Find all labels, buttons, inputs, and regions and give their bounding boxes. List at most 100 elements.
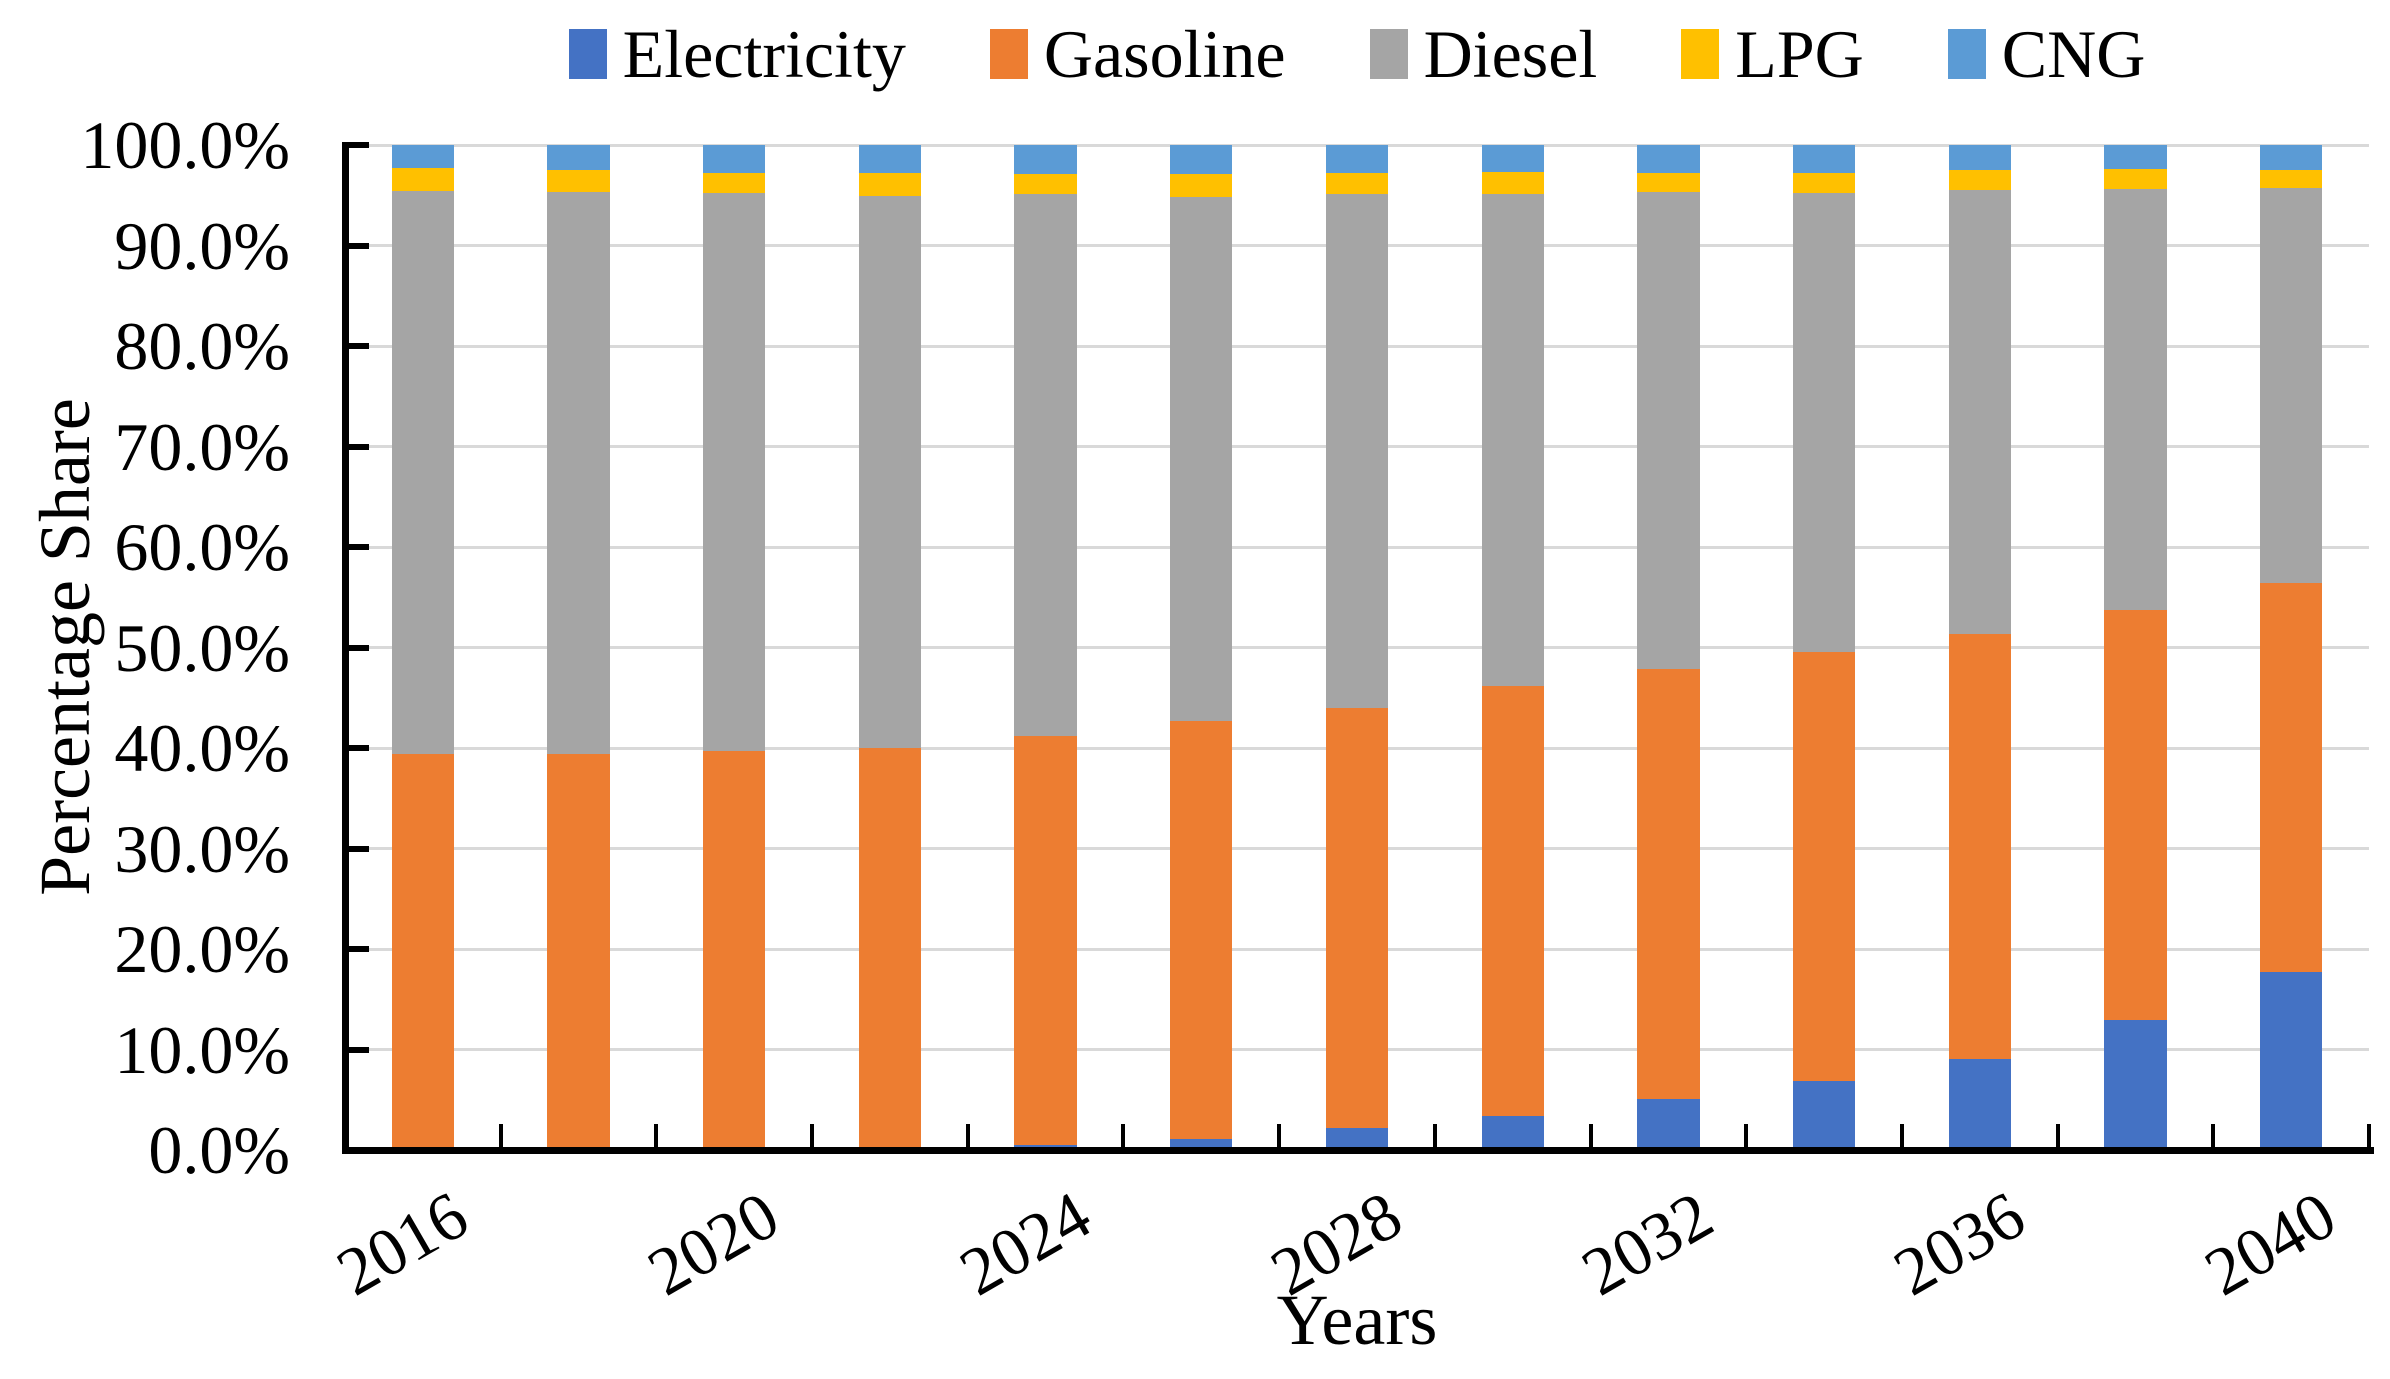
bar-segment-lpg-2018: [547, 170, 610, 193]
plot-area: [343, 142, 2371, 1153]
y-axis-tick: [345, 443, 369, 450]
bar-segment-cng-2034: [1792, 145, 1856, 174]
bar-segment-cng-2026: [1170, 145, 1233, 175]
y-tick-label: 0.0%: [148, 1112, 290, 1188]
y-tick-label: 30.0%: [114, 810, 290, 887]
bar-segment-gasoline-2036: [1948, 634, 2011, 1059]
legend-label: Diesel: [1423, 16, 1598, 92]
bar-segment-lpg-2022: [858, 173, 922, 197]
x-axis-tick: [810, 1124, 815, 1150]
bar-segment-cng-2030: [1481, 145, 1544, 173]
bar-segment-diesel-2016: [391, 191, 454, 755]
y-axis-tick: [345, 242, 369, 249]
bar-segment-gasoline-2016: [391, 754, 454, 1150]
legend-label: Gasoline: [1043, 16, 1286, 92]
bar-segment-diesel-2024: [1014, 194, 1077, 736]
legend-swatch-diesel-icon: [1369, 29, 1408, 79]
bar-segment-electricity-2038: [2104, 1020, 2167, 1150]
bar-segment-electricity-2030: [1481, 1115, 1544, 1150]
bar-segment-lpg-2024: [1014, 174, 1077, 195]
x-axis-tick: [2211, 1124, 2216, 1150]
bar-2032: [1637, 145, 1700, 1150]
legend-swatch-lpg-icon: [1681, 29, 1720, 79]
y-axis-tick: [345, 644, 369, 651]
x-axis-tick: [498, 1124, 503, 1150]
bar-segment-lpg-2032: [1637, 173, 1700, 193]
bar-segment-lpg-2016: [391, 168, 454, 192]
bar-segment-gasoline-2030: [1481, 685, 1544, 1116]
bar-segment-lpg-2034: [1792, 173, 1856, 194]
bar-2018: [547, 145, 610, 1150]
bar-segment-lpg-2026: [1170, 174, 1233, 198]
bar-2026: [1170, 145, 1233, 1150]
y-tick-label: 20.0%: [114, 911, 290, 987]
bar-segment-electricity-2026: [1170, 1138, 1233, 1150]
bar-segment-cng-2022: [858, 145, 922, 174]
x-axis-tick: [2367, 1124, 2371, 1150]
bar-segment-lpg-2030: [1481, 172, 1544, 195]
bar-segment-electricity-2032: [1637, 1098, 1700, 1150]
bar-2028: [1325, 145, 1389, 1150]
legend-item-diesel: Diesel: [1369, 16, 1598, 92]
y-tick-label: 10.0%: [114, 1011, 290, 1088]
gridline-100: [345, 143, 2369, 147]
bar-2016: [391, 145, 454, 1150]
legend-item-gasoline: Gasoline: [989, 16, 1286, 92]
bar-segment-gasoline-2018: [547, 754, 610, 1150]
y-axis-line: [342, 142, 349, 1154]
legend-swatch-electricity-icon: [568, 29, 607, 79]
bar-segment-gasoline-2038: [2104, 610, 2167, 1021]
bar-segment-diesel-2030: [1481, 194, 1544, 686]
x-axis-tick: [1277, 1124, 1282, 1150]
bar-segment-lpg-2038: [2104, 169, 2167, 190]
bar-segment-gasoline-2040: [2260, 583, 2323, 973]
bar-segment-diesel-2018: [547, 192, 610, 755]
y-axis-tick: [345, 745, 369, 751]
bar-segment-gasoline-2024: [1014, 735, 1077, 1145]
bar-segment-diesel-2034: [1792, 193, 1856, 652]
bar-segment-lpg-2036: [1948, 170, 2011, 191]
bar-segment-cng-2018: [547, 145, 610, 171]
bar-segment-electricity-2040: [2260, 972, 2323, 1150]
legend-item-electricity: Electricity: [568, 16, 906, 92]
x-axis-line: [342, 1147, 2374, 1154]
bar-2024: [1014, 145, 1077, 1150]
y-axis-tick: [345, 343, 369, 349]
y-axis-tick: [345, 544, 369, 550]
x-axis-tick: [654, 1124, 659, 1150]
bar-2022: [858, 145, 922, 1150]
y-axis-tick: [345, 142, 369, 148]
bar-2020: [703, 145, 766, 1150]
y-axis-tick: [345, 946, 369, 952]
bar-segment-diesel-2022: [858, 196, 922, 748]
chart-legend: Electricity Gasoline Diesel LPG CNG: [345, 8, 2369, 100]
legend-swatch-cng-icon: [1947, 29, 1986, 79]
legend-label: LPG: [1735, 16, 1864, 92]
bar-segment-lpg-2028: [1325, 173, 1389, 195]
bar-2038: [2104, 145, 2167, 1150]
legend-swatch-gasoline-icon: [989, 29, 1028, 79]
bar-segment-cng-2020: [703, 145, 766, 174]
y-tick-label: 40.0%: [114, 710, 290, 786]
bar-segment-electricity-2036: [1948, 1058, 2011, 1150]
y-tick-label: 70.0%: [114, 408, 290, 485]
bar-segment-electricity-2028: [1325, 1127, 1389, 1150]
bar-segment-diesel-2032: [1637, 192, 1700, 669]
bar-segment-cng-2036: [1948, 145, 2011, 171]
legend-label: CNG: [2001, 16, 2146, 92]
bar-segment-diesel-2038: [2104, 189, 2167, 611]
y-tick-label: 90.0%: [114, 207, 290, 284]
legend-label: Electricity: [622, 16, 906, 92]
x-axis-tick: [1744, 1124, 1749, 1150]
bar-segment-diesel-2028: [1325, 194, 1389, 708]
bar-2034: [1792, 145, 1856, 1150]
bar-2040: [2260, 145, 2323, 1150]
y-tick-label: 80.0%: [114, 308, 290, 384]
bar-segment-gasoline-2034: [1792, 651, 1856, 1081]
y-axis-tick: [345, 1046, 369, 1053]
bar-segment-electricity-2034: [1792, 1080, 1856, 1150]
bar-segment-cng-2040: [2260, 145, 2323, 171]
x-axis-tick: [1899, 1124, 1904, 1150]
bar-2036: [1948, 145, 2011, 1150]
